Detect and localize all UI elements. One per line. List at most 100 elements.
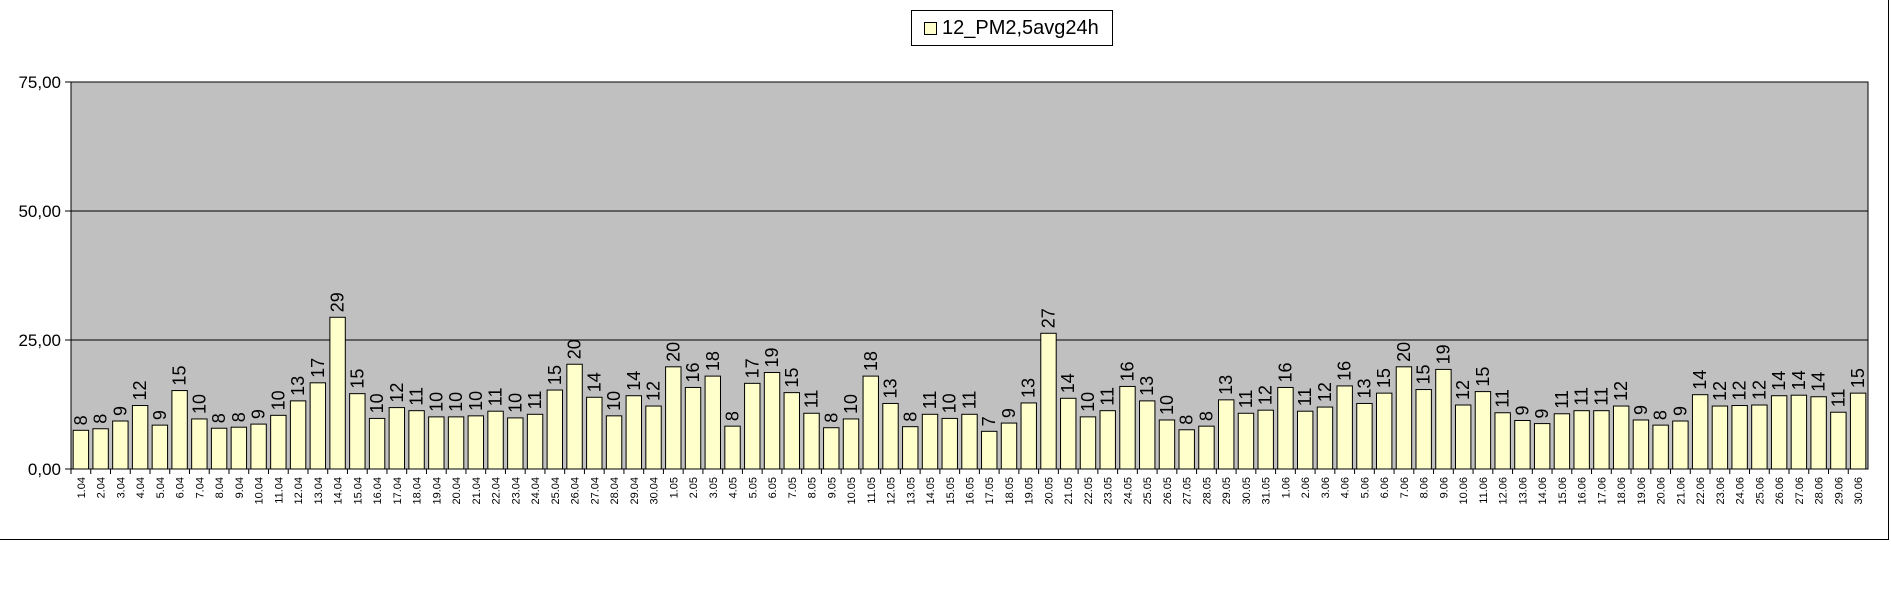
x-tick-label: 13.06: [1517, 477, 1529, 505]
x-tick-label: 30.06: [1853, 477, 1865, 505]
bar: [1316, 406, 1334, 470]
bar: [1612, 405, 1630, 470]
bar: [1040, 332, 1057, 470]
bar: [1533, 423, 1551, 470]
bar: [744, 382, 761, 470]
x-tick-label: 20.05: [1043, 477, 1055, 505]
bar: [724, 425, 741, 470]
x-tick-label: 21.06: [1675, 477, 1687, 505]
data-label: 8: [723, 411, 743, 421]
bar: [1514, 419, 1531, 470]
data-label: 12: [644, 381, 664, 401]
x-tick-label: 28.05: [1201, 477, 1213, 505]
bar: [803, 412, 820, 470]
plot-area: [70, 81, 1869, 470]
chart-frame: [0, 0, 1889, 540]
bar: [1751, 404, 1768, 470]
x-tick-label: 19.06: [1636, 477, 1648, 505]
x-tick-label: 21.04: [471, 477, 483, 505]
x-tick-label: 25.05: [1142, 477, 1154, 505]
bar: [1573, 410, 1590, 470]
legend-label: 12_PM2,5avg24h: [942, 16, 1099, 39]
x-tick-label: 26.06: [1774, 477, 1786, 505]
data-label: 19: [1433, 344, 1453, 364]
x-tick-label: 14.06: [1537, 477, 1549, 505]
bar: [842, 418, 860, 470]
x-tick-label: 16.06: [1577, 477, 1589, 505]
bar: [1356, 402, 1373, 470]
bar: [1158, 419, 1176, 470]
bar: [151, 424, 169, 470]
data-label: 11: [486, 388, 506, 407]
x-tick-label: 27.04: [589, 477, 601, 505]
data-label: 15: [1473, 367, 1493, 387]
x-tick-label: 10.04: [254, 477, 266, 505]
bar: [605, 415, 623, 470]
bar: [1849, 392, 1867, 470]
bar: [1375, 392, 1393, 470]
data-label: 10: [426, 392, 446, 412]
bar: [467, 415, 485, 470]
data-label: 11: [407, 387, 427, 406]
data-label: 29: [328, 292, 348, 312]
data-label: 15: [1414, 365, 1434, 385]
data-label: 8: [900, 412, 920, 422]
data-label: 13: [1216, 375, 1236, 395]
x-tick-label: 7.06: [1399, 477, 1411, 498]
bar: [1060, 397, 1077, 470]
data-label: 15: [347, 369, 367, 389]
data-label: 11: [1098, 387, 1118, 406]
bar: [823, 427, 840, 470]
data-label: 14: [624, 371, 644, 391]
x-tick-label: 4.05: [728, 477, 740, 498]
data-label: 16: [1275, 362, 1295, 382]
data-label: 13: [1019, 378, 1039, 398]
data-label: 9: [999, 408, 1019, 418]
data-label: 11: [1493, 389, 1513, 408]
x-tick-label: 2.05: [688, 477, 700, 498]
data-label: 8: [229, 412, 249, 422]
x-tick-label: 29.06: [1833, 477, 1845, 505]
data-label: 27: [1038, 308, 1058, 328]
data-label: 16: [683, 362, 703, 382]
x-tick-label: 21.05: [1063, 477, 1075, 505]
x-tick-label: 17.06: [1596, 477, 1608, 505]
data-label: 10: [268, 390, 288, 410]
bar: [961, 413, 978, 470]
data-label: 17: [742, 358, 762, 378]
data-label: 12: [1710, 381, 1730, 401]
x-tick-label: 15.05: [945, 477, 957, 505]
data-label: 11: [802, 390, 822, 409]
bar: [902, 426, 919, 470]
x-tick-label: 17.05: [984, 477, 996, 505]
data-label: 12: [387, 383, 407, 403]
x-tick-label: 25.06: [1754, 477, 1766, 505]
data-label: 11: [1552, 390, 1572, 409]
x-tick-label: 7.05: [787, 477, 799, 498]
bar: [1257, 409, 1274, 470]
data-label: 7: [979, 416, 999, 426]
bar: [526, 413, 544, 470]
bar: [72, 429, 90, 470]
bar: [1435, 368, 1452, 470]
x-tick-label: 17.04: [392, 477, 404, 505]
x-tick-label: 6.06: [1379, 477, 1391, 498]
x-tick-label: 20.06: [1656, 477, 1668, 505]
bar: [112, 420, 129, 470]
data-label: 8: [71, 415, 91, 425]
data-label: 10: [466, 391, 486, 411]
bar: [1790, 394, 1808, 470]
bar: [92, 428, 109, 470]
x-tick-label: 6.05: [767, 477, 779, 498]
data-label: 16: [1335, 361, 1355, 381]
bar: [1237, 412, 1255, 470]
bar: [1474, 391, 1492, 470]
data-label: 12: [1453, 380, 1473, 400]
bar: [1336, 385, 1353, 470]
x-tick-label: 6.04: [175, 477, 187, 498]
bar: [1218, 399, 1235, 470]
data-label: 11: [1828, 389, 1848, 408]
x-tick-label: 13.04: [313, 477, 325, 505]
x-tick-label: 24.05: [1122, 477, 1134, 505]
x-tick-label: 11.04: [273, 477, 285, 504]
